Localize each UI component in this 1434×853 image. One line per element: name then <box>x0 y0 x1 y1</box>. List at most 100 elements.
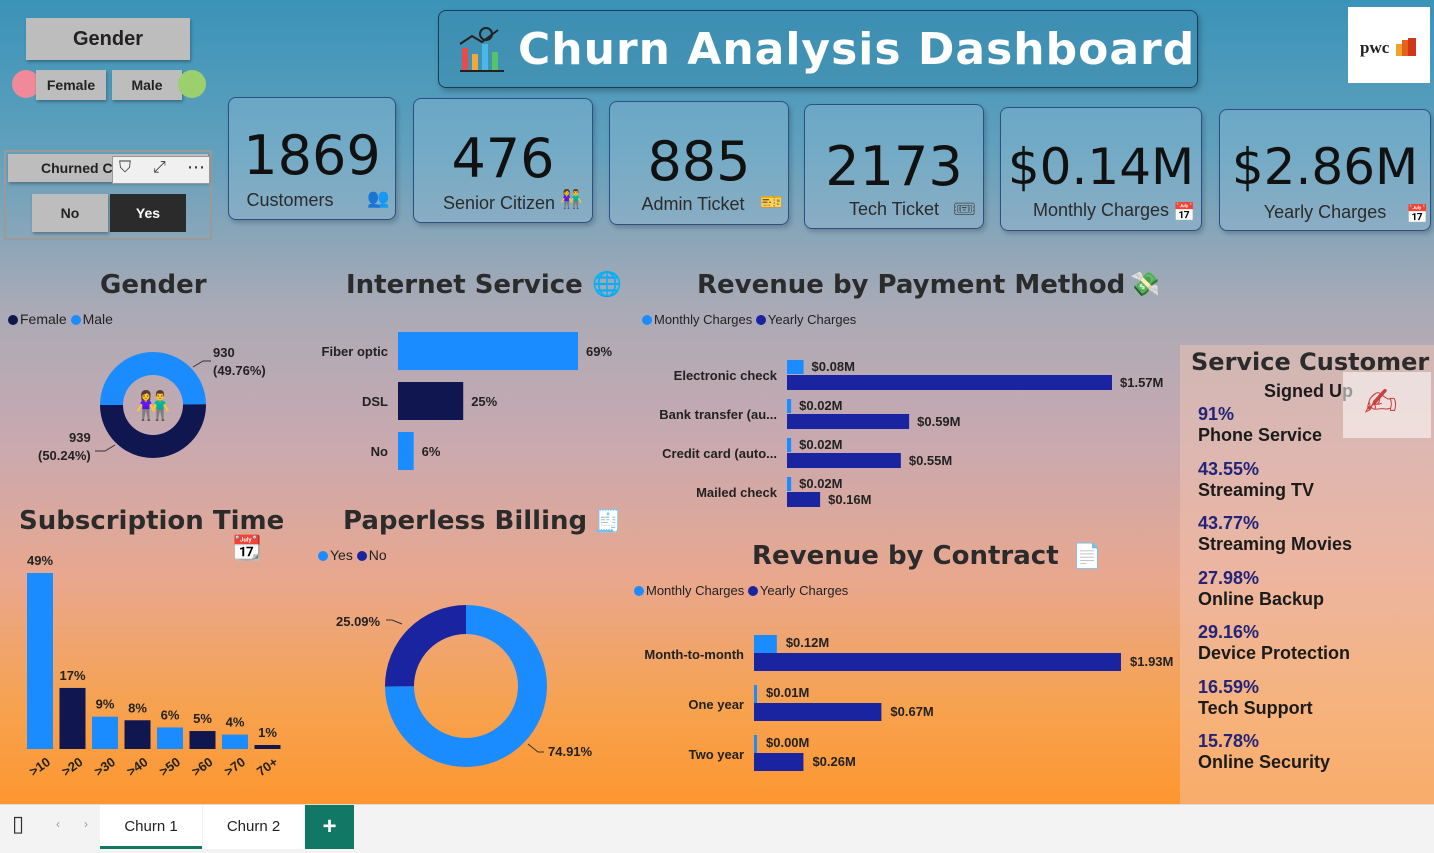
next-page-icon[interactable]: › <box>84 817 88 831</box>
service-row: 43.55% Streaming TV <box>1198 459 1428 514</box>
legend-dot <box>8 315 18 325</box>
service-list: 91% Phone Service 43.55% Streaming TV 43.77%… <box>1198 404 1428 786</box>
legend-dot <box>747 586 758 596</box>
category-label: Mailed check <box>696 485 778 500</box>
subscription-bar <box>254 745 281 749</box>
kpi-label: Monthly Charges <box>1032 200 1170 220</box>
logo-box <box>1348 7 1430 83</box>
data-label: $0.26M <box>812 754 855 769</box>
monthly-bar <box>787 360 804 374</box>
expand-icon[interactable]: ⤢ <box>153 159 166 176</box>
category-label: Electronic check <box>674 368 778 383</box>
bill-icon: 🧾 <box>594 508 622 533</box>
service-percent: 91% <box>1198 404 1235 424</box>
internet-bar <box>398 382 464 420</box>
category-label: Two year <box>689 747 744 762</box>
pwc-logo-mark <box>1396 38 1416 56</box>
data-label: $0.55M <box>909 453 952 468</box>
monthly-bar <box>754 635 777 653</box>
kpi-value: 885 <box>647 130 751 193</box>
data-label: 6% <box>161 707 180 722</box>
kpi-value: 1869 <box>243 124 381 187</box>
data-label: 25% <box>471 394 497 409</box>
kpi-value: 476 <box>451 127 555 190</box>
service-name: Phone Service <box>1198 425 1323 445</box>
gender-slice <box>100 404 206 458</box>
data-label: $0.02M <box>799 476 842 491</box>
tick-label: >70 <box>221 754 248 779</box>
kpi-label: Tech Ticket <box>848 199 940 219</box>
slice-label: 25.09% <box>336 614 381 629</box>
data-label: 9% <box>96 697 115 712</box>
data-label: 69% <box>586 344 612 359</box>
churned-no-button[interactable]: No <box>32 194 108 232</box>
service-row: 43.77% Streaming Movies <box>1198 513 1428 568</box>
kpi-card-tech-ticket: 2173 Tech Ticket 🎟 <box>804 104 984 229</box>
kpi-label: Yearly Charges <box>1263 202 1387 222</box>
data-label: $0.08M <box>812 359 855 374</box>
legend-female: Female <box>20 311 67 327</box>
tab-churn-2[interactable]: Churn 2 <box>203 805 304 849</box>
tick-label: >10 <box>26 754 53 779</box>
male-slicer-button[interactable]: Male <box>112 70 182 100</box>
filter-icon[interactable]: ⛉ <box>119 159 132 176</box>
kpi-label: Senior Citizen <box>442 193 556 213</box>
data-label: 17% <box>59 668 85 683</box>
analytics-icon <box>459 27 504 72</box>
visual-toolbar: ⛉ ⤢ ⋯ <box>112 156 210 184</box>
subscription-bar <box>222 734 248 749</box>
yearly-bar <box>754 653 1121 671</box>
kpi-label: Admin Ticket <box>641 194 745 214</box>
gender-slice <box>100 351 206 405</box>
service-percent: 43.55% <box>1198 458 1260 479</box>
paperless-slice <box>385 605 547 767</box>
subscription-chart-title: Subscription Time <box>19 506 285 536</box>
slice-label: (50.24%) <box>38 448 91 463</box>
subscription-bar <box>27 573 53 749</box>
payment-legend: Monthly Charges Yearly Charges <box>642 312 856 327</box>
subscription-bar <box>59 687 86 749</box>
internet-service-bar-chart: Fiber optic 69% DSL 25% No 6% <box>322 332 612 470</box>
category-label: Month-to-month <box>644 647 744 662</box>
legend-dot <box>70 315 81 325</box>
payment-chart-title: Revenue by Payment Method <box>697 270 1126 300</box>
paperless-legend: Yes No <box>318 547 387 563</box>
gender-slicer-title: Gender <box>26 18 190 60</box>
tick-label: >30 <box>91 754 118 779</box>
globe-icon: 🌐 <box>592 271 622 298</box>
data-label: 6% <box>422 444 441 459</box>
service-row: 91% Phone Service <box>1198 404 1428 459</box>
signature-icon: ✍ <box>1364 381 1398 425</box>
tab-churn-1[interactable]: Churn 1 <box>100 805 202 849</box>
legend-monthly: Monthly Charges <box>646 583 745 598</box>
service-panel-title: Service Customer <box>1191 348 1430 376</box>
contract-chart-title: Revenue by Contract <box>752 541 1059 571</box>
tick-label: >50 <box>156 754 183 779</box>
service-name: Online Backup <box>1198 588 1325 609</box>
service-name: Device Protection <box>1198 643 1351 663</box>
previous-page-icon[interactable]: ‹ <box>56 817 60 831</box>
paperless-billing-donut-chart: 74.91% 25.09% <box>336 605 593 767</box>
data-label: 4% <box>226 715 245 730</box>
data-label: $0.59M <box>917 414 960 429</box>
service-percent: 43.77% <box>1198 513 1260 533</box>
service-row: 29.16% Device Protection <box>1198 622 1428 677</box>
tick-label: >40 <box>124 754 151 779</box>
calendar-icon: 📅 <box>1406 204 1429 224</box>
legend-dot <box>642 315 652 325</box>
contract-bar-chart: Month-to-month $0.12M $1.93M One year $0.01M… <box>644 635 1173 771</box>
legend-yes: Yes <box>330 547 353 563</box>
tick-label: >20 <box>59 754 86 779</box>
data-label: 5% <box>193 711 212 726</box>
people-icon: 👥 <box>367 188 390 208</box>
monthly-bar <box>754 735 757 753</box>
female-slicer-button[interactable]: Female <box>36 70 106 100</box>
legend-no: No <box>368 547 387 563</box>
add-page-button[interactable]: + <box>305 805 354 849</box>
mobile-layout-icon[interactable]: ▯ <box>12 811 25 836</box>
subscription-bar <box>92 716 118 749</box>
category-label: One year <box>688 697 744 712</box>
churned-yes-button[interactable]: Yes <box>110 194 186 232</box>
more-options-icon[interactable]: ⋯ <box>187 157 205 177</box>
legend-yearly: Yearly Charges <box>759 583 849 598</box>
